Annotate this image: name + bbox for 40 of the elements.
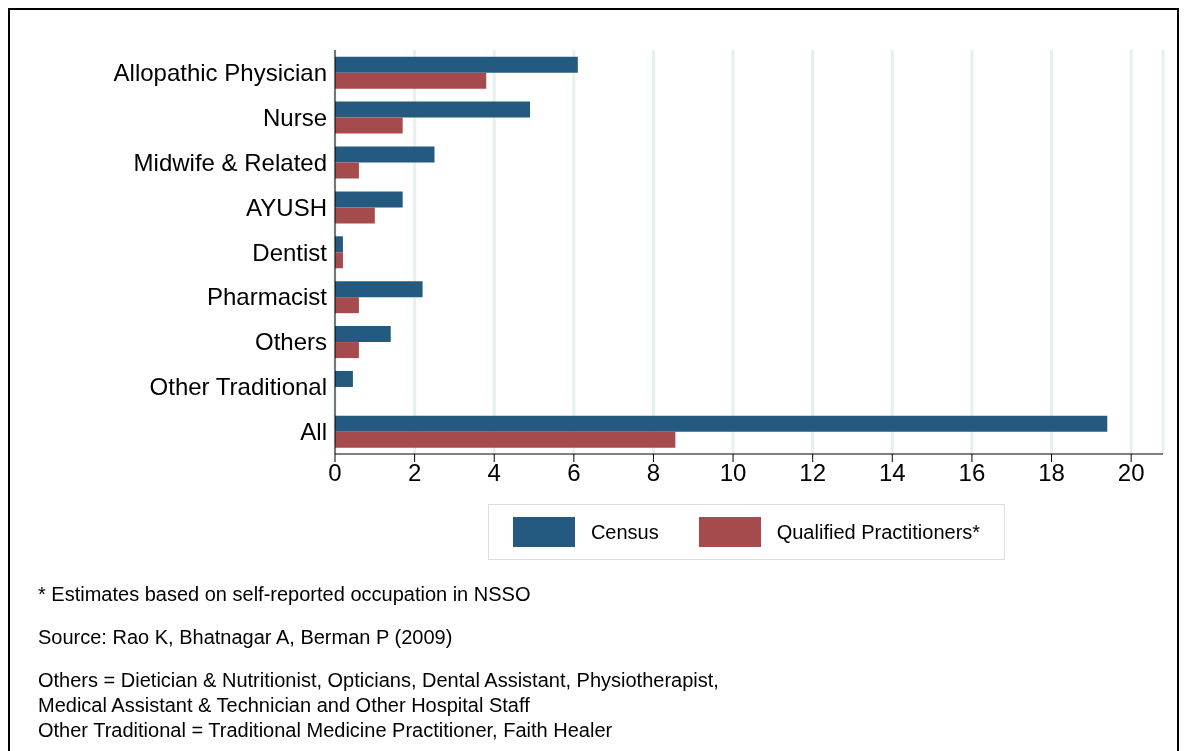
x-tick-label: 16 [958, 459, 986, 487]
bar [335, 415, 1108, 432]
y-tick-label: Midwife & Related [133, 148, 327, 176]
y-tick-label: Pharmacist [206, 283, 328, 311]
legend-label: Qualified Practitioners* [776, 520, 981, 544]
x-tick-label: 14 [878, 459, 906, 487]
x-tick-label: 2 [407, 459, 422, 487]
bar [335, 162, 359, 179]
y-tick-label: Dentist [252, 238, 328, 266]
source-note: Source: Rao K, Bhatnagar A, Berman P (2009) [38, 625, 454, 650]
x-tick-label: 0 [328, 459, 342, 487]
y-tick-label: All [300, 418, 327, 446]
bar [335, 431, 676, 448]
text: Others = Dietician & Nutritionist, Opticians, Dental Assistant, Physiotherapist, Medical Assistant & Technician and Other Hospital Staff Other Traditional = Traditional Medicine Practitioner, Faith Healer [38, 668, 720, 743]
x-tick-label: 8 [646, 459, 661, 487]
x-tick-label: 20 [1117, 459, 1145, 487]
bar [335, 370, 353, 387]
bar [335, 146, 435, 163]
bar [335, 191, 403, 208]
y-tick-label: Others [254, 328, 327, 356]
x-tick-label: 12 [799, 459, 827, 487]
text: * Estimates based on self-reported occupation in NSSO [38, 582, 532, 607]
x-tick-label: 4 [487, 459, 501, 487]
y-tick-label: Other Traditional [149, 373, 327, 401]
x-tick-label: 10 [719, 459, 747, 487]
x-tick-label: 18 [1038, 459, 1065, 487]
bar [335, 207, 375, 224]
bar [335, 117, 403, 134]
bar [335, 101, 531, 118]
bar [335, 281, 423, 298]
bar [335, 72, 487, 89]
y-tick-label: Nurse [262, 103, 327, 131]
bar [335, 56, 578, 73]
bar [335, 297, 359, 314]
x-tick-label: 6 [567, 459, 581, 487]
bar [335, 342, 359, 359]
bar [335, 326, 391, 343]
y-tick-label: AYUSH [246, 193, 327, 221]
legend-label: Census [590, 520, 659, 544]
y-tick-label: Allopathic Physician [113, 58, 327, 86]
